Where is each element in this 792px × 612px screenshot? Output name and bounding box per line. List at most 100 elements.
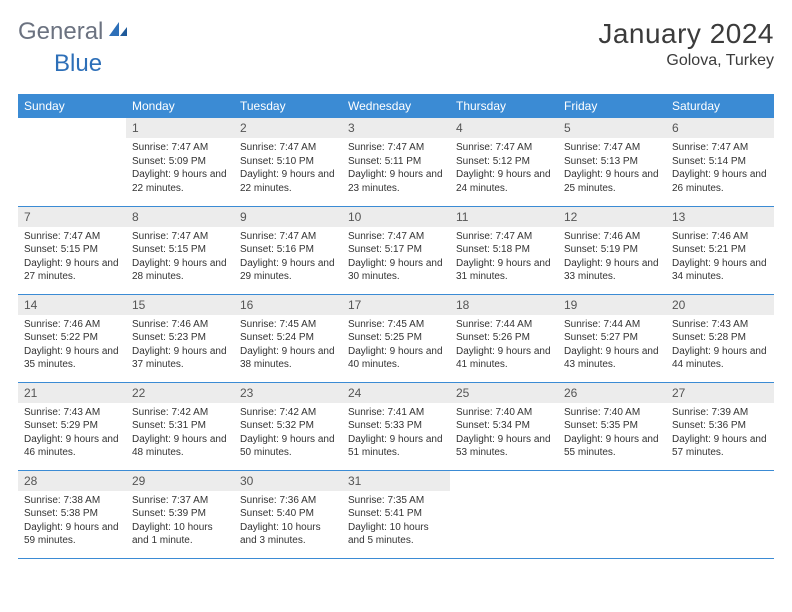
day-sunset: Sunset: 5:17 PM <box>348 243 444 257</box>
day-sunrise: Sunrise: 7:46 AM <box>564 230 660 244</box>
day-details: Sunrise: 7:47 AMSunset: 5:15 PMDaylight:… <box>126 227 234 288</box>
day-details: Sunrise: 7:44 AMSunset: 5:27 PMDaylight:… <box>558 315 666 376</box>
day-number: 11 <box>450 207 558 227</box>
day-details: Sunrise: 7:46 AMSunset: 5:23 PMDaylight:… <box>126 315 234 376</box>
calendar-day: 8Sunrise: 7:47 AMSunset: 5:15 PMDaylight… <box>126 206 234 294</box>
weekday-header: Wednesday <box>342 94 450 118</box>
day-sunrise: Sunrise: 7:39 AM <box>672 406 768 420</box>
calendar-day: 25Sunrise: 7:40 AMSunset: 5:34 PMDayligh… <box>450 382 558 470</box>
day-sunrise: Sunrise: 7:37 AM <box>132 494 228 508</box>
day-daylight: Daylight: 9 hours and 57 minutes. <box>672 433 768 460</box>
day-daylight: Daylight: 10 hours and 5 minutes. <box>348 521 444 548</box>
day-details: Sunrise: 7:36 AMSunset: 5:40 PMDaylight:… <box>234 491 342 552</box>
day-number: 21 <box>18 383 126 403</box>
day-sunset: Sunset: 5:15 PM <box>132 243 228 257</box>
day-sunrise: Sunrise: 7:47 AM <box>132 141 228 155</box>
day-number: 23 <box>234 383 342 403</box>
day-sunset: Sunset: 5:28 PM <box>672 331 768 345</box>
day-number: 7 <box>18 207 126 227</box>
calendar-day: 23Sunrise: 7:42 AMSunset: 5:32 PMDayligh… <box>234 382 342 470</box>
day-sunset: Sunset: 5:29 PM <box>24 419 120 433</box>
day-details: Sunrise: 7:47 AMSunset: 5:13 PMDaylight:… <box>558 138 666 199</box>
day-daylight: Daylight: 9 hours and 50 minutes. <box>240 433 336 460</box>
calendar-week: 14Sunrise: 7:46 AMSunset: 5:22 PMDayligh… <box>18 294 774 382</box>
day-number: 17 <box>342 295 450 315</box>
calendar-day: 10Sunrise: 7:47 AMSunset: 5:17 PMDayligh… <box>342 206 450 294</box>
day-number: 13 <box>666 207 774 227</box>
day-sunrise: Sunrise: 7:47 AM <box>348 141 444 155</box>
day-daylight: Daylight: 9 hours and 25 minutes. <box>564 168 660 195</box>
day-sunrise: Sunrise: 7:38 AM <box>24 494 120 508</box>
day-number: 6 <box>666 118 774 138</box>
calendar-day: 13Sunrise: 7:46 AMSunset: 5:21 PMDayligh… <box>666 206 774 294</box>
day-details: Sunrise: 7:37 AMSunset: 5:39 PMDaylight:… <box>126 491 234 552</box>
day-sunrise: Sunrise: 7:44 AM <box>456 318 552 332</box>
day-sunset: Sunset: 5:34 PM <box>456 419 552 433</box>
calendar-day: 7Sunrise: 7:47 AMSunset: 5:15 PMDaylight… <box>18 206 126 294</box>
calendar-day: 18Sunrise: 7:44 AMSunset: 5:26 PMDayligh… <box>450 294 558 382</box>
day-sunset: Sunset: 5:36 PM <box>672 419 768 433</box>
day-number: 14 <box>18 295 126 315</box>
day-sunset: Sunset: 5:15 PM <box>24 243 120 257</box>
day-daylight: Daylight: 9 hours and 59 minutes. <box>24 521 120 548</box>
day-daylight: Daylight: 9 hours and 22 minutes. <box>240 168 336 195</box>
day-sunset: Sunset: 5:14 PM <box>672 155 768 169</box>
day-details: Sunrise: 7:46 AMSunset: 5:19 PMDaylight:… <box>558 227 666 288</box>
day-details: Sunrise: 7:47 AMSunset: 5:18 PMDaylight:… <box>450 227 558 288</box>
day-daylight: Daylight: 9 hours and 24 minutes. <box>456 168 552 195</box>
day-details: Sunrise: 7:39 AMSunset: 5:36 PMDaylight:… <box>666 403 774 464</box>
day-daylight: Daylight: 9 hours and 31 minutes. <box>456 257 552 284</box>
day-sunset: Sunset: 5:18 PM <box>456 243 552 257</box>
day-number: 9 <box>234 207 342 227</box>
day-number: 4 <box>450 118 558 138</box>
day-details: Sunrise: 7:46 AMSunset: 5:21 PMDaylight:… <box>666 227 774 288</box>
calendar-day: 14Sunrise: 7:46 AMSunset: 5:22 PMDayligh… <box>18 294 126 382</box>
day-sunset: Sunset: 5:24 PM <box>240 331 336 345</box>
month-title: January 2024 <box>598 18 774 50</box>
day-daylight: Daylight: 9 hours and 35 minutes. <box>24 345 120 372</box>
calendar-day: 6Sunrise: 7:47 AMSunset: 5:14 PMDaylight… <box>666 118 774 206</box>
logo-word2: Blue <box>54 50 102 77</box>
day-daylight: Daylight: 9 hours and 46 minutes. <box>24 433 120 460</box>
day-details: Sunrise: 7:47 AMSunset: 5:12 PMDaylight:… <box>450 138 558 199</box>
day-details: Sunrise: 7:42 AMSunset: 5:31 PMDaylight:… <box>126 403 234 464</box>
calendar-day: 9Sunrise: 7:47 AMSunset: 5:16 PMDaylight… <box>234 206 342 294</box>
day-sunrise: Sunrise: 7:45 AM <box>240 318 336 332</box>
day-details: Sunrise: 7:42 AMSunset: 5:32 PMDaylight:… <box>234 403 342 464</box>
day-sunrise: Sunrise: 7:47 AM <box>456 141 552 155</box>
day-number: 12 <box>558 207 666 227</box>
day-sunrise: Sunrise: 7:46 AM <box>672 230 768 244</box>
day-sunrise: Sunrise: 7:44 AM <box>564 318 660 332</box>
day-sunrise: Sunrise: 7:42 AM <box>132 406 228 420</box>
day-daylight: Daylight: 9 hours and 51 minutes. <box>348 433 444 460</box>
day-daylight: Daylight: 9 hours and 43 minutes. <box>564 345 660 372</box>
day-details: Sunrise: 7:47 AMSunset: 5:11 PMDaylight:… <box>342 138 450 199</box>
day-sunrise: Sunrise: 7:42 AM <box>240 406 336 420</box>
calendar-week: 28Sunrise: 7:38 AMSunset: 5:38 PMDayligh… <box>18 470 774 558</box>
calendar-day: 27Sunrise: 7:39 AMSunset: 5:36 PMDayligh… <box>666 382 774 470</box>
day-details: Sunrise: 7:40 AMSunset: 5:34 PMDaylight:… <box>450 403 558 464</box>
day-daylight: Daylight: 9 hours and 37 minutes. <box>132 345 228 372</box>
day-number: 2 <box>234 118 342 138</box>
logo: General <box>18 18 131 46</box>
day-daylight: Daylight: 9 hours and 27 minutes. <box>24 257 120 284</box>
day-sunset: Sunset: 5:13 PM <box>564 155 660 169</box>
weekday-header: Monday <box>126 94 234 118</box>
day-daylight: Daylight: 9 hours and 40 minutes. <box>348 345 444 372</box>
day-daylight: Daylight: 9 hours and 38 minutes. <box>240 345 336 372</box>
calendar-day: 12Sunrise: 7:46 AMSunset: 5:19 PMDayligh… <box>558 206 666 294</box>
day-details: Sunrise: 7:47 AMSunset: 5:10 PMDaylight:… <box>234 138 342 199</box>
day-sunrise: Sunrise: 7:41 AM <box>348 406 444 420</box>
day-daylight: Daylight: 10 hours and 1 minute. <box>132 521 228 548</box>
weekday-header: Thursday <box>450 94 558 118</box>
day-details: Sunrise: 7:45 AMSunset: 5:24 PMDaylight:… <box>234 315 342 376</box>
calendar-day: 19Sunrise: 7:44 AMSunset: 5:27 PMDayligh… <box>558 294 666 382</box>
day-daylight: Daylight: 9 hours and 22 minutes. <box>132 168 228 195</box>
day-details: Sunrise: 7:38 AMSunset: 5:38 PMDaylight:… <box>18 491 126 552</box>
day-number: 28 <box>18 471 126 491</box>
weekday-header: Friday <box>558 94 666 118</box>
day-sunset: Sunset: 5:12 PM <box>456 155 552 169</box>
day-sunset: Sunset: 5:41 PM <box>348 507 444 521</box>
day-sunrise: Sunrise: 7:47 AM <box>348 230 444 244</box>
day-sunset: Sunset: 5:33 PM <box>348 419 444 433</box>
